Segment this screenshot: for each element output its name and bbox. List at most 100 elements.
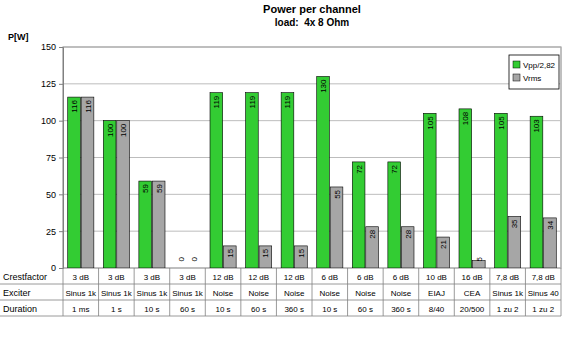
category-label: 12 dB xyxy=(248,273,269,282)
data-label: 0 xyxy=(177,256,186,261)
y-tick: 50 xyxy=(46,190,63,200)
subtitle: load: 4x 8 Ohm xyxy=(275,17,350,28)
category-label: Noise xyxy=(284,289,305,298)
data-label: 15 xyxy=(226,248,235,257)
bar xyxy=(508,216,521,268)
legend-box xyxy=(509,55,559,89)
title: Power per channel xyxy=(263,3,361,15)
y-tick-mark xyxy=(59,84,63,85)
category-label: 360 s xyxy=(391,305,411,314)
category-label: Noise xyxy=(213,289,234,298)
table-divider xyxy=(63,268,64,316)
legend-swatch xyxy=(513,61,520,68)
table-divider xyxy=(347,268,348,316)
data-label: 28 xyxy=(368,229,377,238)
table-rule xyxy=(0,300,561,301)
plot-frame xyxy=(63,47,561,268)
grid-line xyxy=(63,120,561,121)
y-tick: 75 xyxy=(46,153,63,163)
table-divider xyxy=(276,268,277,316)
category-label: CEA xyxy=(464,289,481,298)
table-rule xyxy=(0,316,561,317)
table-divider xyxy=(561,268,562,316)
bar xyxy=(295,246,308,268)
category-label: 7,8 dB xyxy=(532,273,555,282)
y-tick-mark xyxy=(59,268,63,269)
table-divider xyxy=(489,268,490,316)
y-tick-mark xyxy=(59,231,63,232)
category-label: 3 dB xyxy=(108,273,124,282)
y-tick-label: 25 xyxy=(46,227,56,237)
category-label: 10 dB xyxy=(426,273,447,282)
row-label: Crestfactor xyxy=(3,272,47,282)
y-tick: 0 xyxy=(51,263,63,273)
category-label: Sinus 1k xyxy=(172,289,204,298)
legend-label: Vpp/2,82 xyxy=(523,61,556,70)
data-label: 105 xyxy=(497,116,506,130)
grid xyxy=(63,47,561,268)
category-label: 6 dB xyxy=(322,273,338,282)
category-label: 12 dB xyxy=(213,273,234,282)
table-divider xyxy=(418,268,419,316)
bar xyxy=(281,93,294,268)
category-table: CrestfactorExciterDuration3 dBSinus 1k1 … xyxy=(0,268,561,316)
y-tick-mark xyxy=(59,121,63,122)
data-label: 116 xyxy=(70,100,79,113)
y-tick-mark xyxy=(59,194,63,195)
data-label: 5 xyxy=(475,256,484,261)
table-divider xyxy=(98,268,99,316)
y-tick: 125 xyxy=(41,79,63,89)
category-label: 1 s xyxy=(111,305,122,314)
category-label: 6 dB xyxy=(393,273,409,282)
bar xyxy=(139,181,152,268)
category-label: 360 s xyxy=(284,305,304,314)
bar xyxy=(459,109,472,268)
bar xyxy=(246,93,259,268)
bar xyxy=(103,121,116,268)
bar xyxy=(259,246,272,268)
data-label: 28 xyxy=(404,229,413,238)
category-label: 10 s xyxy=(216,305,231,314)
table-divider xyxy=(454,268,455,316)
category-label: Noise xyxy=(320,289,341,298)
category-label: 8/40 xyxy=(429,305,445,314)
bar xyxy=(317,76,330,268)
bar xyxy=(68,97,81,268)
data-label: 0 xyxy=(190,256,199,261)
data-label: 103 xyxy=(532,119,541,133)
bar xyxy=(117,121,130,268)
bar xyxy=(174,268,187,269)
data-label: 15 xyxy=(297,248,306,257)
category-label: 12 dB xyxy=(284,273,305,282)
data-label: 105 xyxy=(426,116,435,130)
category-label: 3 dB xyxy=(144,273,160,282)
bar xyxy=(495,113,508,268)
category-label: Noise xyxy=(355,289,376,298)
table-divider xyxy=(240,268,241,316)
table-divider xyxy=(383,268,384,316)
y-tick-label: 125 xyxy=(41,79,56,89)
category-label: Noise xyxy=(248,289,269,298)
table-divider xyxy=(134,268,135,316)
y-tick-label: 0 xyxy=(51,263,56,273)
y-tick-mark xyxy=(59,158,63,159)
bar xyxy=(352,162,365,268)
category-label: 6 dB xyxy=(357,273,373,282)
table-divider xyxy=(169,268,170,316)
y-tick-label: 50 xyxy=(46,190,56,200)
category-label: 3 dB xyxy=(73,273,89,282)
y-tick: 100 xyxy=(41,116,63,126)
category-label: Sinus 40 xyxy=(528,289,560,298)
category-label: 60 s xyxy=(251,305,266,314)
data-label: 21 xyxy=(439,240,448,249)
y-axis-line xyxy=(59,48,64,269)
y-axis-title: P[W] xyxy=(8,32,29,42)
category-label: 20/500 xyxy=(460,305,485,314)
data-label: 35 xyxy=(510,219,519,228)
grid-line xyxy=(63,194,561,195)
category-label: Sinus 1k xyxy=(101,289,133,298)
category-label: 16 dB xyxy=(462,273,483,282)
table-divider xyxy=(205,268,206,316)
category-label: 10 s xyxy=(144,305,159,314)
bars xyxy=(68,76,557,268)
